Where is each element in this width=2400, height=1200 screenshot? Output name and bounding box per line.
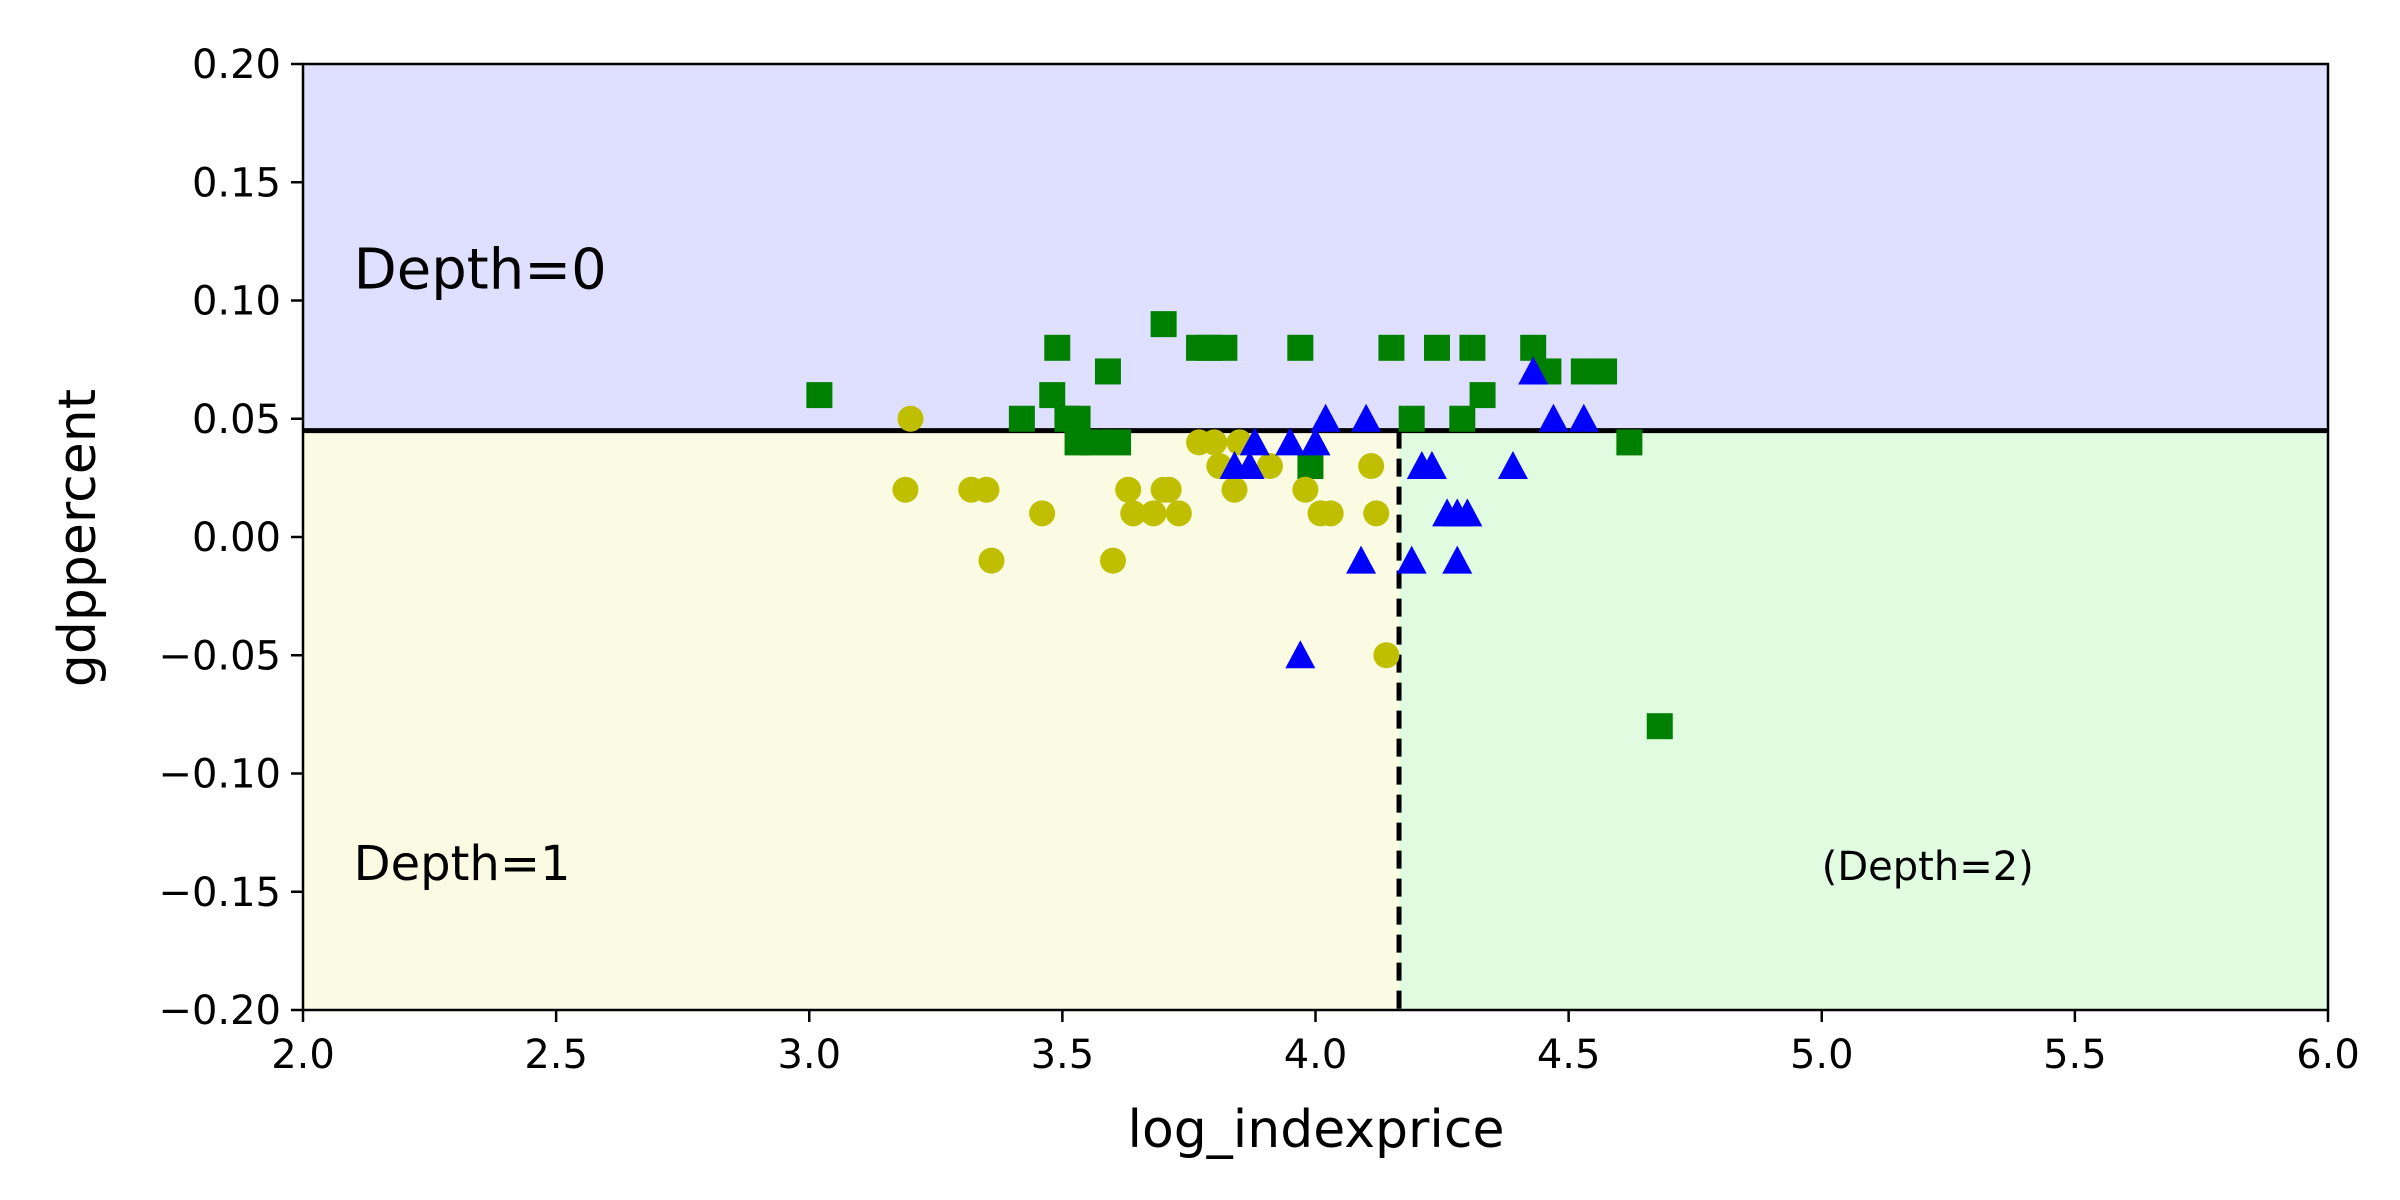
data-point-circle [1373,642,1400,669]
y-tick-label: 0.05 [192,397,281,443]
data-point-square [1105,429,1132,456]
region-annotation: (Depth=2) [1822,844,2034,890]
x-tick-label: 3.0 [777,1032,841,1078]
data-point-triangle [1497,451,1528,480]
data-point-triangle [1310,403,1341,432]
data-point-square [1211,334,1238,361]
y-tick-label: 0.10 [192,279,281,325]
data-point-square [806,382,833,409]
data-point-circle [1363,500,1390,527]
data-point-circle [1155,476,1182,503]
y-tick-label: 0.15 [192,160,281,206]
data-point-square [1459,334,1486,361]
x-tick-label: 2.0 [271,1032,335,1078]
data-point-square [1449,405,1476,432]
data-point-square [1378,334,1405,361]
data-point-square [1287,334,1314,361]
data-point-triangle [1351,403,1382,432]
data-point-circle [892,476,919,503]
data-point-circle [1165,500,1192,527]
y-tick-label: 0.00 [192,515,281,561]
x-tick-label: 4.0 [1284,1032,1348,1078]
data-point-circle [1029,500,1056,527]
y-tick-label: −0.10 [158,752,281,798]
y-tick-label: −0.15 [158,870,281,916]
data-point-triangle [1568,403,1599,432]
data-point-square [1008,405,1035,432]
x-tick-label: 4.5 [1537,1032,1601,1078]
data-point-square [1469,382,1496,409]
data-point-circle [1256,453,1283,480]
region-annotation: Depth=1 [354,836,571,892]
y-axis-ticks: 0.20 0.15 0.10 0.05 0.00 −0.05 −0.10 −0.15 −0.20 [158,42,303,1034]
data-point-circle [973,476,1000,503]
data-point-square [1297,453,1324,480]
data-point-square [1039,382,1066,409]
y-tick-label: −0.20 [158,988,281,1034]
region-annotations: Depth=0 Depth=1 (Depth=2) [354,238,2034,892]
data-point-circle [1292,476,1319,503]
data-point-circle [897,405,924,432]
data-point-triangle [1300,427,1331,456]
data-point-square [1064,405,1091,432]
data-point-square [1616,429,1643,456]
decision-region-0 [303,64,2328,431]
x-tick-label: 5.5 [2043,1032,2107,1078]
decision-regions [303,64,2328,1010]
data-point-circle [1140,500,1167,527]
data-point-triangle [1234,451,1265,480]
x-tick-label: 2.5 [524,1032,588,1078]
data-point-circle [978,547,1005,574]
data-point-triangle [1285,640,1316,669]
y-axis-label: gdppercent [48,389,108,687]
data-point-circle [1201,429,1228,456]
data-point-square [1044,334,1071,361]
data-point-square [1150,311,1177,338]
data-point-triangle [1442,545,1473,574]
data-point-circle [1317,500,1344,527]
data-point-triangle [1396,545,1427,574]
data-point-square [1094,358,1121,385]
data-point-circle [1221,476,1248,503]
data-point-triangle [1538,403,1569,432]
data-point-triangle [1346,545,1377,574]
data-point-square [1591,358,1618,385]
x-tick-label: 3.5 [1031,1032,1095,1078]
y-tick-label: 0.20 [192,42,281,88]
data-point-circle [1115,476,1142,503]
x-tick-label: 6.0 [2296,1032,2360,1078]
data-points [806,311,1673,740]
data-point-triangle [1452,498,1483,527]
x-tick-label: 5.0 [1790,1032,1854,1078]
data-point-square [1079,429,1106,456]
x-axis-label: log_indexprice [1128,1100,1505,1160]
decision-region-1 [303,430,1400,1010]
data-point-square [1424,334,1450,361]
region-annotation: Depth=0 [354,238,607,303]
decision-region-2 [1399,430,2328,1010]
data-point-triangle [1239,427,1270,456]
data-point-circle [1100,547,1126,574]
data-point-triangle [1416,451,1447,480]
y-tick-label: −0.05 [158,633,281,679]
data-point-circle [1358,453,1385,480]
data-point-triangle [1518,356,1549,385]
x-axis-ticks: 2.0 2.5 3.0 3.5 4.0 4.5 5.0 5.5 6.0 [271,1010,2360,1078]
data-point-square [1646,713,1673,740]
data-point-circle [1120,500,1147,527]
data-point-triangle [1275,427,1306,456]
data-point-square [1398,405,1425,432]
